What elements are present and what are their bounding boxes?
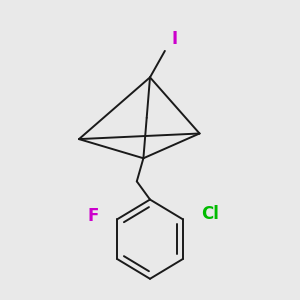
Text: I: I [172, 30, 178, 48]
Text: Cl: Cl [201, 206, 219, 224]
Text: F: F [88, 207, 99, 225]
